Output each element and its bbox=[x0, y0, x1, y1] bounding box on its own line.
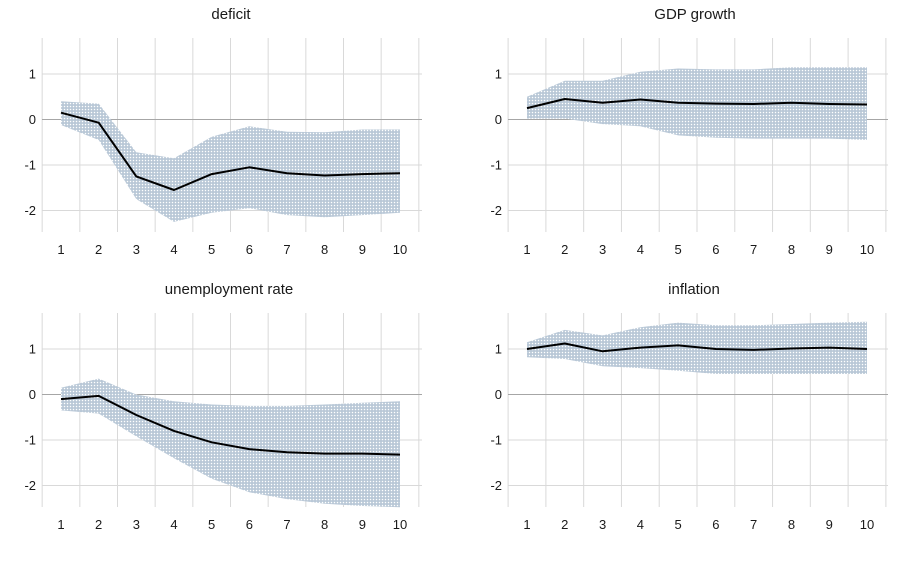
x-tick-label: 5 bbox=[674, 242, 681, 257]
x-tick-label: 8 bbox=[321, 517, 328, 532]
y-tick-label: 1 bbox=[29, 67, 36, 82]
x-tick-label: 4 bbox=[170, 517, 177, 532]
panel-deficit: deficit 10-1-21 2 3 4 5 6 7 8 9 10 bbox=[24, 6, 422, 257]
x-tick-label: 7 bbox=[283, 242, 290, 257]
y-tick-label: -2 bbox=[490, 478, 502, 493]
x-tick-label: 3 bbox=[133, 242, 140, 257]
x-tick-label: 9 bbox=[359, 242, 366, 257]
x-tick-label: 6 bbox=[246, 242, 253, 257]
x-tick-label: 10 bbox=[860, 242, 874, 257]
series-line bbox=[526, 98, 868, 110]
x-tick-label: 3 bbox=[133, 517, 140, 532]
y-tick-label: -1 bbox=[24, 433, 36, 448]
x-tick-label: 5 bbox=[208, 517, 215, 532]
y-tick-label: 0 bbox=[29, 387, 36, 402]
x-tick-label: 10 bbox=[393, 242, 407, 257]
x-tick-label: 10 bbox=[860, 517, 874, 532]
x-tick-label: 2 bbox=[561, 517, 568, 532]
x-tick-label: 3 bbox=[599, 242, 606, 257]
chart-title: deficit bbox=[211, 6, 251, 23]
x-tick-label: 6 bbox=[712, 517, 719, 532]
x-tick-label: 9 bbox=[826, 517, 833, 532]
x-tick-label: 4 bbox=[637, 242, 644, 257]
panel-inflation: inflation 10-1-21 2 3 4 5 6 7 8 9 10 bbox=[490, 281, 888, 532]
panel-gdp-growth: GDP growth 10-1-21 2 3 4 5 6 7 8 9 10 bbox=[490, 6, 888, 257]
panel-unemployment-rate: unemployment rate 10-1-21 2 3 4 5 6 7 8 9 10 bbox=[24, 281, 422, 532]
x-tick-label: 3 bbox=[599, 517, 606, 532]
chart-title: inflation bbox=[668, 281, 720, 298]
x-tick-label: 8 bbox=[321, 242, 328, 257]
x-tick-label: 7 bbox=[750, 242, 757, 257]
chart-title: GDP growth bbox=[654, 6, 735, 23]
x-tick-label: 8 bbox=[788, 517, 795, 532]
x-tick-label: 6 bbox=[246, 517, 253, 532]
x-tick-label: 1 bbox=[57, 517, 64, 532]
x-tick-label: 8 bbox=[788, 242, 795, 257]
y-tick-label: 0 bbox=[495, 387, 502, 402]
series-line bbox=[60, 111, 401, 191]
y-tick-label: 0 bbox=[29, 112, 36, 127]
confidence-band bbox=[61, 101, 400, 222]
x-tick-label: 2 bbox=[95, 242, 102, 257]
x-tick-label: 7 bbox=[283, 517, 290, 532]
confidence-band bbox=[61, 378, 400, 508]
x-tick-label: 6 bbox=[712, 242, 719, 257]
series-line bbox=[60, 394, 401, 456]
y-tick-label: -2 bbox=[490, 203, 502, 218]
x-tick-label: 7 bbox=[750, 517, 757, 532]
x-tick-label: 4 bbox=[170, 242, 177, 257]
x-tick-label: 5 bbox=[208, 242, 215, 257]
x-tick-label: 1 bbox=[523, 517, 530, 532]
y-tick-label: -1 bbox=[24, 158, 36, 173]
series-line bbox=[526, 342, 868, 353]
x-tick-label: 1 bbox=[57, 242, 64, 257]
x-tick-label: 9 bbox=[826, 242, 833, 257]
x-tick-label: 2 bbox=[95, 517, 102, 532]
y-tick-label: -2 bbox=[24, 478, 36, 493]
x-tick-label: 2 bbox=[561, 242, 568, 257]
y-tick-label: -1 bbox=[490, 433, 502, 448]
x-tick-label: 10 bbox=[393, 517, 407, 532]
y-tick-label: 1 bbox=[495, 342, 502, 357]
x-tick-label: 1 bbox=[523, 242, 530, 257]
x-tick-label: 4 bbox=[637, 517, 644, 532]
y-tick-label: 0 bbox=[495, 112, 502, 127]
chart-title: unemployment rate bbox=[165, 281, 293, 298]
x-tick-label: 5 bbox=[674, 517, 681, 532]
y-tick-label: -2 bbox=[24, 203, 36, 218]
y-tick-label: 1 bbox=[495, 67, 502, 82]
y-tick-label: 1 bbox=[29, 342, 36, 357]
y-tick-label: -1 bbox=[490, 158, 502, 173]
x-tick-label: 9 bbox=[359, 517, 366, 532]
